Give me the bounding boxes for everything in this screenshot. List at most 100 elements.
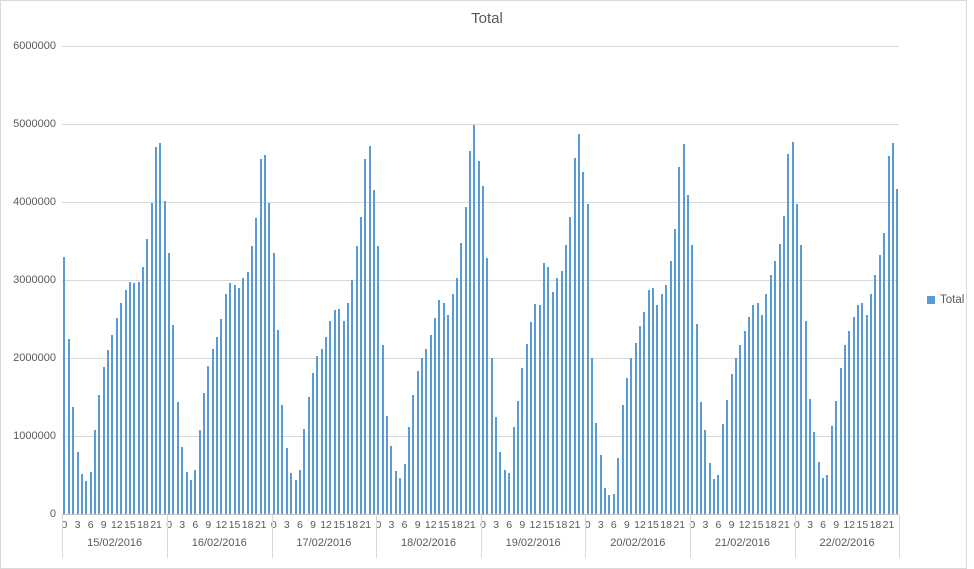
bar xyxy=(516,400,519,514)
bar xyxy=(377,245,380,514)
bar xyxy=(843,344,846,514)
gridline xyxy=(62,436,900,437)
hour-tick-label: 21 xyxy=(778,519,790,531)
hour-tick-label: 0 xyxy=(375,519,382,531)
bar xyxy=(848,331,851,514)
hour-tick-label: 0 xyxy=(270,519,277,531)
bar xyxy=(691,244,694,514)
bar xyxy=(373,189,376,514)
hour-tick-label: 15 xyxy=(542,519,555,531)
bar xyxy=(237,287,240,514)
hour-tick-label: 18 xyxy=(764,519,777,531)
hour-tick-label: 21 xyxy=(568,519,581,531)
bar xyxy=(586,204,589,514)
bar xyxy=(189,479,192,514)
hour-tick-label: 15 xyxy=(647,519,659,531)
legend: Total xyxy=(927,294,964,306)
day-separator xyxy=(376,515,378,558)
bar xyxy=(665,284,668,514)
bar xyxy=(791,141,794,514)
bar xyxy=(155,146,158,514)
bar xyxy=(250,246,253,514)
bar xyxy=(346,302,349,514)
bar xyxy=(739,344,742,514)
gridline xyxy=(62,202,900,203)
hour-tick-label: 9 xyxy=(833,519,840,531)
bar xyxy=(216,336,219,514)
bar xyxy=(630,358,633,514)
bar xyxy=(896,188,899,514)
bar xyxy=(128,281,131,514)
bar xyxy=(320,348,323,514)
hour-tick-label: 21 xyxy=(464,519,476,531)
bar xyxy=(133,283,136,514)
y-tick-label: 6000000 xyxy=(13,39,56,52)
hour-tick-label: 12 xyxy=(843,519,856,531)
bar xyxy=(268,202,271,514)
bar xyxy=(717,475,720,514)
bar xyxy=(468,151,471,514)
bar xyxy=(577,134,580,514)
y-tick-label: 0 xyxy=(49,507,56,520)
date-label: 17/02/2016 xyxy=(296,537,352,549)
bar xyxy=(107,350,110,514)
bar xyxy=(669,260,672,514)
y-tick-label: 1000000 xyxy=(13,429,56,442)
hour-tick-label: 6 xyxy=(401,519,408,531)
bar xyxy=(678,166,681,514)
hour-tick-label: 21 xyxy=(254,519,267,531)
day-separator xyxy=(585,515,587,558)
y-tick-label: 2000000 xyxy=(13,351,56,364)
bar xyxy=(752,304,755,514)
bar xyxy=(490,358,493,514)
bar xyxy=(634,343,637,514)
bar xyxy=(85,481,88,514)
bar xyxy=(311,372,314,514)
bar xyxy=(883,233,886,514)
bar xyxy=(774,260,777,514)
bar xyxy=(351,280,354,514)
bar xyxy=(795,203,798,514)
bar xyxy=(591,358,594,514)
hour-tick-label: 9 xyxy=(100,519,107,531)
bar xyxy=(89,471,92,514)
hour-tick-label: 6 xyxy=(87,519,94,531)
day-separator xyxy=(271,515,273,558)
bar xyxy=(643,311,646,514)
bar xyxy=(708,462,711,514)
bar xyxy=(534,304,537,514)
bar xyxy=(743,331,746,514)
bar xyxy=(285,447,288,514)
bar xyxy=(390,446,393,514)
bar xyxy=(425,349,428,514)
bar xyxy=(538,304,541,514)
day-separator xyxy=(794,515,796,558)
bar xyxy=(734,358,737,514)
bar xyxy=(599,454,602,514)
hour-tick-label: 3 xyxy=(388,519,395,531)
bar xyxy=(800,244,803,514)
bar xyxy=(294,479,297,514)
bar xyxy=(569,216,572,514)
hour-tick-label: 15 xyxy=(228,519,241,531)
hour-tick-label: 21 xyxy=(882,519,895,531)
y-tick-label: 3000000 xyxy=(13,273,56,286)
bar xyxy=(652,287,655,514)
bar xyxy=(211,348,214,514)
bar xyxy=(813,432,816,514)
bar xyxy=(98,394,101,514)
hour-tick-label: 18 xyxy=(241,519,254,531)
bar xyxy=(207,365,210,514)
bar xyxy=(621,404,624,514)
hour-tick-label: 6 xyxy=(506,519,513,531)
day-separator xyxy=(899,515,901,558)
date-label: 15/02/2016 xyxy=(87,537,143,549)
hour-tick-label: 21 xyxy=(359,519,372,531)
bar xyxy=(704,429,707,514)
bar xyxy=(525,343,528,514)
bar xyxy=(67,339,70,514)
bar xyxy=(809,399,812,514)
bar xyxy=(146,238,149,514)
bar xyxy=(874,275,877,514)
bar xyxy=(76,452,79,514)
